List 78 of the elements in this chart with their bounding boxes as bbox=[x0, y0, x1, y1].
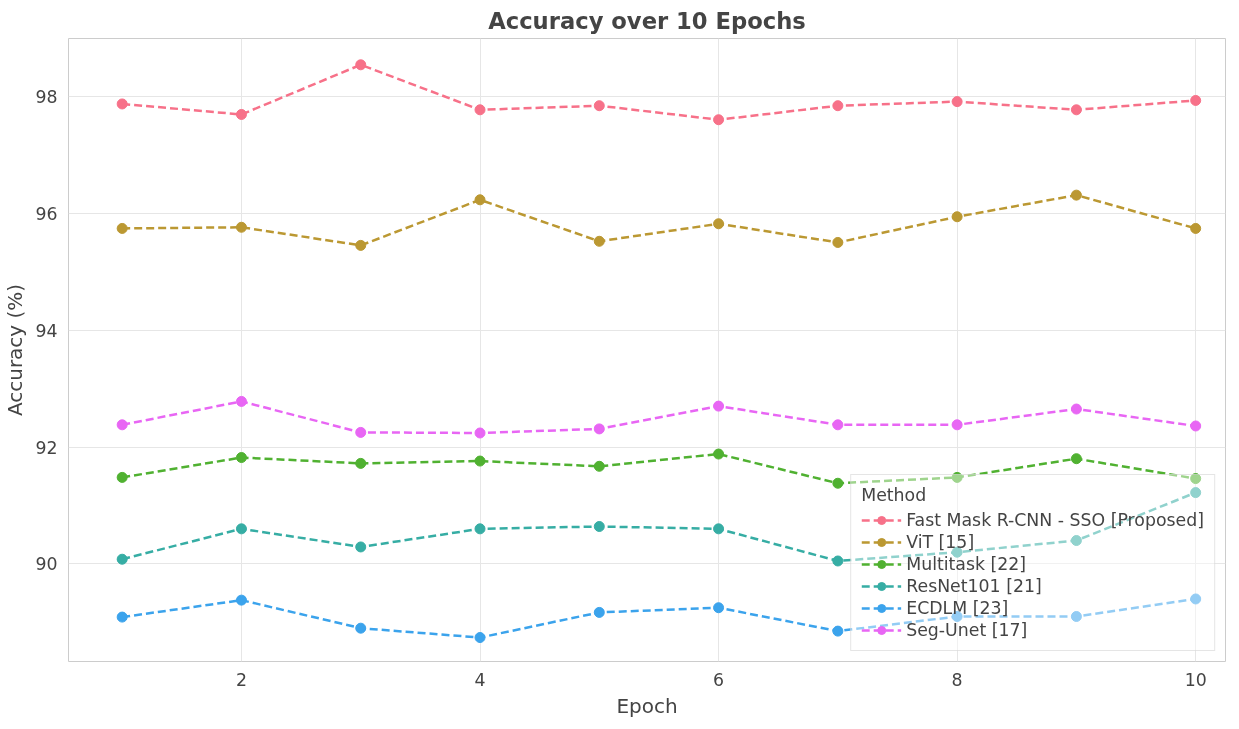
legend-label: Seg-Unet [17] bbox=[906, 620, 1028, 640]
point bbox=[713, 400, 725, 412]
point bbox=[593, 100, 605, 112]
point bbox=[593, 460, 605, 472]
point bbox=[593, 606, 605, 618]
point bbox=[235, 395, 247, 407]
point bbox=[235, 108, 247, 120]
point bbox=[1190, 222, 1202, 234]
point bbox=[474, 104, 486, 116]
legend-title: Method bbox=[861, 485, 928, 505]
point bbox=[832, 555, 844, 567]
legend-label: ECDLM [23] bbox=[906, 598, 1009, 618]
legend-label: ViT [15] bbox=[906, 532, 975, 552]
legend-label: Multitask [22] bbox=[906, 554, 1027, 574]
point bbox=[713, 448, 725, 460]
point bbox=[713, 602, 725, 614]
point bbox=[832, 625, 844, 637]
legend-label: Fast Mask R-CNN - SSO [Proposed] bbox=[906, 510, 1204, 530]
point bbox=[951, 419, 963, 431]
y-tick-label: 92 bbox=[35, 437, 58, 458]
point bbox=[116, 611, 128, 623]
point bbox=[116, 98, 128, 110]
point bbox=[235, 452, 247, 464]
y-tick-label: 98 bbox=[35, 86, 58, 107]
point bbox=[355, 457, 367, 469]
point bbox=[116, 222, 128, 234]
point bbox=[355, 59, 367, 71]
point bbox=[593, 521, 605, 532]
point bbox=[1070, 104, 1082, 116]
y-axis-title: Accuracy (%) bbox=[3, 283, 28, 417]
point bbox=[832, 477, 844, 489]
point bbox=[355, 541, 367, 553]
point bbox=[355, 239, 367, 251]
point bbox=[235, 594, 247, 606]
point bbox=[116, 419, 128, 431]
point bbox=[832, 419, 844, 431]
point bbox=[1190, 94, 1202, 106]
point bbox=[474, 455, 486, 467]
point bbox=[116, 471, 128, 483]
point bbox=[235, 523, 247, 535]
chart-title: Accuracy over 10 Epochs bbox=[488, 7, 806, 34]
point bbox=[1070, 611, 1082, 622]
point bbox=[713, 523, 725, 535]
x-tick-label: 8 bbox=[951, 669, 963, 690]
point bbox=[593, 423, 605, 435]
x-tick-label: 10 bbox=[1184, 669, 1207, 690]
x-tick-label: 4 bbox=[474, 669, 486, 690]
point bbox=[1070, 535, 1082, 547]
point bbox=[1190, 473, 1202, 485]
point bbox=[1190, 420, 1202, 432]
point bbox=[355, 622, 367, 634]
y-tick-label: 96 bbox=[35, 203, 58, 224]
point bbox=[235, 221, 247, 233]
x-axis-title: Epoch bbox=[616, 693, 678, 718]
point bbox=[116, 553, 128, 565]
point bbox=[713, 114, 725, 126]
point bbox=[832, 236, 844, 248]
legend-label: ResNet101 [21] bbox=[906, 576, 1042, 596]
y-tick-label: 94 bbox=[35, 320, 58, 341]
point bbox=[474, 632, 486, 644]
x-tick-label: 2 bbox=[235, 669, 247, 690]
point bbox=[951, 211, 963, 223]
point bbox=[1070, 189, 1082, 201]
point bbox=[951, 471, 963, 483]
point bbox=[951, 96, 963, 108]
point bbox=[832, 100, 844, 112]
point bbox=[474, 523, 486, 535]
point bbox=[1070, 403, 1082, 415]
point bbox=[355, 426, 367, 438]
x-tick-label: 6 bbox=[713, 669, 725, 690]
point bbox=[1190, 593, 1202, 605]
point bbox=[474, 427, 486, 439]
y-tick-label: 90 bbox=[35, 554, 58, 575]
point bbox=[593, 235, 605, 247]
point bbox=[474, 194, 486, 206]
point bbox=[713, 218, 725, 230]
point bbox=[1190, 487, 1202, 499]
point bbox=[1070, 453, 1082, 465]
